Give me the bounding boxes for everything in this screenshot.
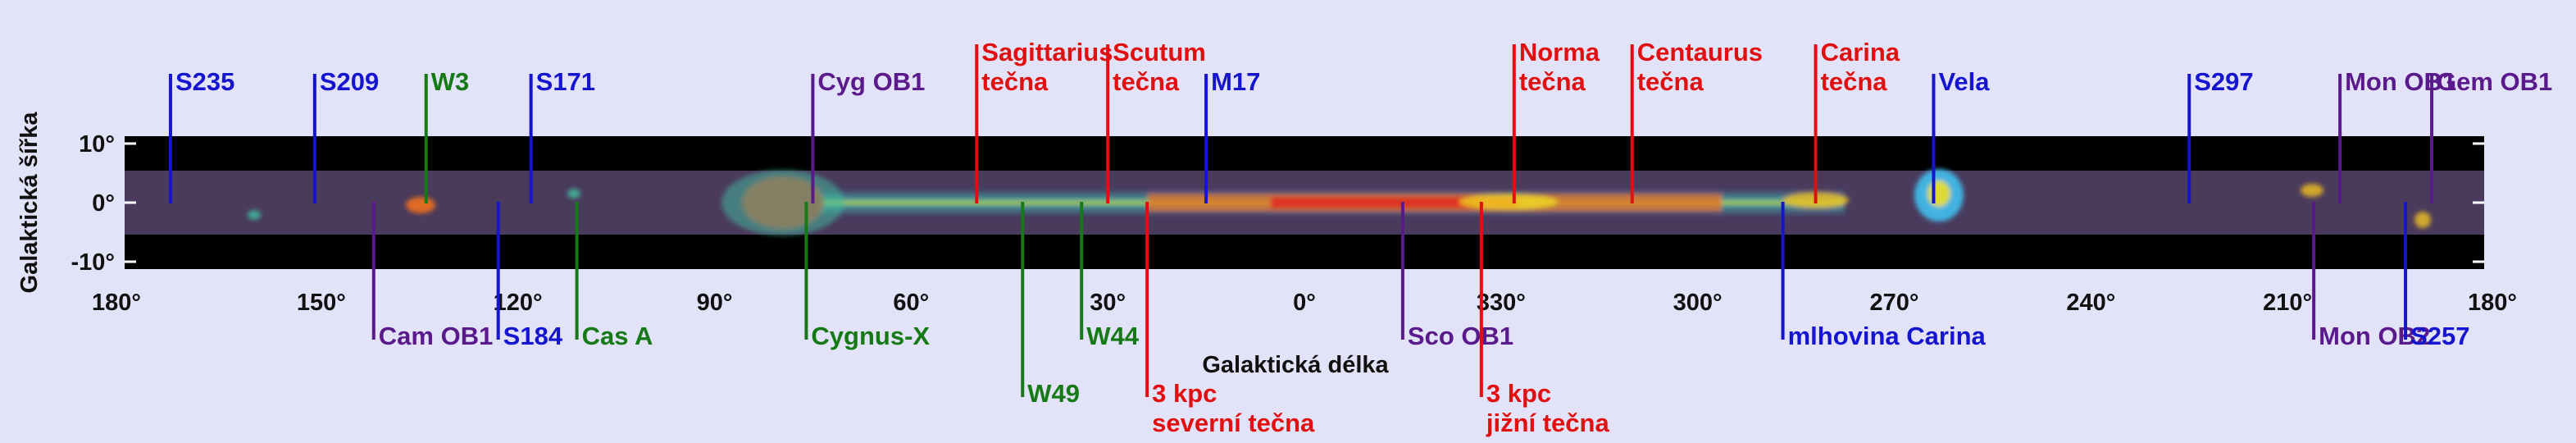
x-tick-label: 60° xyxy=(893,290,929,316)
x-tick-label: 150° xyxy=(297,290,346,316)
object-annotation: Cas A xyxy=(575,202,653,350)
annotation-text: Cam OB1 xyxy=(379,322,494,350)
y-tick-label: 0° xyxy=(92,190,115,217)
y-axis-title: Galaktická šířka xyxy=(16,112,43,294)
annotation-text: S171 xyxy=(536,67,595,96)
x-tick-label: 180° xyxy=(92,290,141,316)
axes-layer: 10° 0° -10° 180° 150° 120° 90° 60° 30° 0° 330° 300°… xyxy=(71,131,2517,316)
annotation-text: tečna xyxy=(1113,67,1180,96)
x-tick-label: 30° xyxy=(1090,290,1126,316)
object-annotation: Mon OB2 xyxy=(2312,202,2430,350)
annotation-text: 3 kpc xyxy=(1152,379,1217,408)
annotation-text: M17 xyxy=(1211,67,1260,96)
object-annotation: S184 xyxy=(496,202,563,350)
annotation-text: W44 xyxy=(1086,322,1140,350)
object-annotation: W3 xyxy=(424,67,470,203)
y-tick-label: -10° xyxy=(71,249,115,276)
object-annotation: Cyg OB1 xyxy=(811,67,925,203)
x-tick-label: 300° xyxy=(1673,290,1723,316)
x-axis-title: Galaktická délka xyxy=(1202,352,1389,378)
object-annotation: S297 xyxy=(2187,67,2254,203)
annotation-text: jižní tečna xyxy=(1486,409,1610,437)
annotation-text: Gem OB1 xyxy=(2437,67,2552,96)
annotation-text: severní tečna xyxy=(1152,409,1315,437)
annotation-text: S235 xyxy=(175,67,234,96)
annotations-layer: S235 S209 W3 S171 Cyg OB1SagittariustečnaScu… xyxy=(168,38,2552,437)
object-annotation: S171 xyxy=(529,67,595,203)
annotation-text: S209 xyxy=(320,67,379,96)
annotation-text: Centaurus xyxy=(1637,38,1763,66)
annotation-text: S297 xyxy=(2194,67,2253,96)
annotation-text: Cygnus-X xyxy=(811,322,930,350)
annotation-text: tečna xyxy=(1821,67,1888,96)
annotation-text: tečna xyxy=(1637,67,1704,96)
annotation-text: tečna xyxy=(1519,67,1586,96)
y-tick-label: 10° xyxy=(79,131,115,158)
object-annotation: S257 xyxy=(2404,202,2469,350)
annotation-text: Mon OB2 xyxy=(2319,322,2430,350)
x-tick-label: 210° xyxy=(2263,290,2312,316)
object-annotation: S209 xyxy=(312,67,379,203)
object-annotation: Mon OB1 xyxy=(2338,67,2456,203)
annotation-text: S257 xyxy=(2410,322,2469,350)
annotation-text: Sco OB1 xyxy=(1408,322,1513,350)
annotation-text: Scutum xyxy=(1113,38,1206,66)
x-tick-label: 240° xyxy=(2066,290,2115,316)
annotation-text: 3 kpc xyxy=(1486,379,1551,408)
object-annotation: Cam OB1 xyxy=(371,202,494,350)
x-tick-label: 330° xyxy=(1477,290,1526,316)
annotation-text: Cas A xyxy=(582,322,653,350)
object-annotation: Cygnus-X xyxy=(804,202,930,350)
object-annotation: M17 xyxy=(1204,67,1260,203)
object-annotation: W49 xyxy=(1021,202,1080,408)
object-annotation: S235 xyxy=(168,67,234,203)
annotation-text: W3 xyxy=(431,67,470,96)
annotation-text: tečna xyxy=(981,67,1049,96)
survey-image-strip xyxy=(125,136,2484,269)
x-tick-label: 90° xyxy=(697,290,733,316)
x-tick-label: 0° xyxy=(1293,290,1316,316)
annotation-text: S184 xyxy=(503,322,563,350)
object-annotation: Gem OB1 xyxy=(2430,67,2552,203)
annotation-text: W49 xyxy=(1027,379,1080,408)
x-tick-label: 120° xyxy=(494,290,543,316)
emission-ridge xyxy=(248,169,2431,235)
annotation-text: Cyg OB1 xyxy=(817,67,925,96)
annotation-text: Sagittarius xyxy=(981,38,1113,66)
object-annotation: Vela xyxy=(1932,67,1990,203)
x-tick-label: 180° xyxy=(2468,290,2517,316)
annotation-text: Carina xyxy=(1821,38,1900,66)
annotation-text: Norma xyxy=(1519,38,1600,66)
object-annotation: Sco OB1 xyxy=(1400,202,1513,350)
object-annotation: mlhovina Carina xyxy=(1781,202,1987,350)
annotation-text: Mon OB1 xyxy=(2345,67,2456,96)
annotation-text: mlhovina Carina xyxy=(1788,322,1987,350)
x-tick-label: 270° xyxy=(1870,290,1919,316)
object-annotation: W44 xyxy=(1080,202,1140,350)
annotation-text: Vela xyxy=(1938,67,1990,96)
